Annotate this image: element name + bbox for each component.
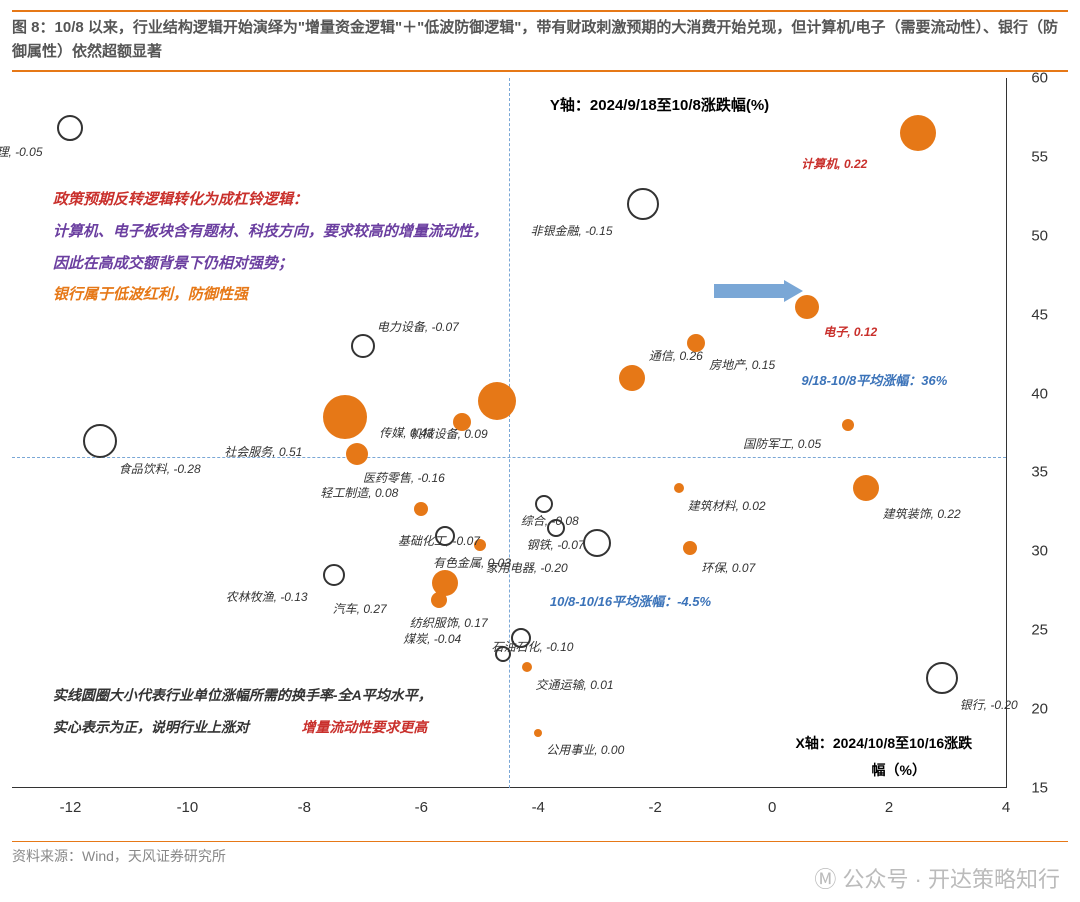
point-label: 美容护理, -0.05: [0, 143, 43, 160]
point-label: 食品饮料, -0.28: [119, 460, 201, 477]
point-美容护理: [57, 115, 83, 141]
point-食品饮料: [83, 424, 117, 458]
point-计算机: [900, 115, 936, 151]
point-label: 基础化工, -0.07: [398, 532, 480, 549]
point-建筑装饰: [853, 475, 879, 501]
point-轻工制造: [414, 502, 428, 516]
point-label: 公用事业, 0.00: [546, 741, 624, 758]
point-label: 农林牧渔, -0.13: [226, 588, 308, 605]
annotation: 10/8-10/16平均涨幅：-4.5%: [550, 591, 711, 610]
point-label: 国防军工, 0.05: [743, 435, 821, 452]
annotation: 幅（%）: [872, 760, 926, 780]
annotation: 9/18-10/8平均涨幅：36%: [801, 370, 947, 389]
point-房地产: [687, 334, 705, 352]
y-tick: 40: [1031, 385, 1048, 402]
y-tick: 45: [1031, 306, 1048, 323]
point-农林牧渔: [323, 564, 345, 586]
point-label: 医药零售, -0.16: [363, 469, 445, 486]
x-tick: -2: [649, 799, 662, 816]
y-tick: 60: [1031, 70, 1048, 87]
annotation: 实心表示为正，说明行业上涨对: [53, 717, 249, 737]
arrow-head-icon: [784, 280, 803, 302]
y-tick: 55: [1031, 148, 1048, 165]
point-label: 建筑装饰, 0.22: [883, 505, 961, 522]
annotation: X轴：2024/10/8至10/16涨跌: [796, 733, 973, 753]
x-tick: -6: [415, 799, 428, 816]
point-传媒: [478, 382, 516, 420]
x-tick: -8: [298, 799, 311, 816]
point-label: 交通运输, 0.01: [536, 676, 614, 693]
title-rule: [12, 70, 1068, 72]
x-tick: -12: [60, 799, 82, 816]
point-label: 石油石化, -0.10: [491, 638, 573, 655]
annotation: 银行属于低波红利，防御性强: [53, 283, 248, 304]
point-label: 煤炭, -0.04: [403, 630, 461, 647]
point-label: 房地产, 0.15: [709, 356, 775, 373]
top-rule: [12, 10, 1068, 12]
point-label: 综合, -0.08: [521, 512, 579, 529]
point-label: 电子, 0.12: [823, 323, 877, 340]
figure-title: 图 8：10/8 以来，行业结构逻辑开始演绎为"增量资金逻辑"＋"低波防御逻辑"…: [12, 16, 1068, 64]
annotation: Y轴：2024/9/18至10/8涨跌幅(%): [550, 94, 769, 115]
y-tick: 25: [1031, 622, 1048, 639]
bottom-rule: [12, 841, 1068, 842]
point-label: 建筑材料, 0.02: [688, 497, 766, 514]
annotation: 政策预期反转逻辑转化为成杠铃逻辑：: [53, 188, 308, 209]
arrow-icon: [714, 284, 784, 298]
point-非银金融: [627, 188, 659, 220]
source-text: 资料来源：Wind，天风证券研究所: [12, 846, 226, 866]
x-tick: 0: [768, 799, 776, 816]
x-tick: -10: [177, 799, 199, 816]
point-label: 银行, -0.20: [960, 696, 1018, 713]
y-tick: 15: [1031, 780, 1048, 797]
point-通信: [619, 365, 645, 391]
point-label: 环保, 0.07: [701, 559, 755, 576]
annotation: 实线圆圈大小代表行业单位涨幅所需的换手率-全A平均水平，: [53, 685, 432, 705]
annotation: 因此在高成交额背景下仍相对强势；: [53, 252, 293, 273]
point-社会服务: [323, 395, 367, 439]
point-电力设备: [351, 334, 375, 358]
point-label: 电力设备, -0.07: [377, 318, 459, 335]
point-label: 计算机, 0.22: [801, 155, 867, 172]
y-tick: 30: [1031, 543, 1048, 560]
x-tick: 2: [885, 799, 893, 816]
point-label: 非银金融, -0.15: [530, 222, 612, 239]
point-label: 机械设备, 0.09: [410, 425, 488, 442]
point-银行: [926, 662, 958, 694]
point-label: 社会服务, 0.51: [224, 443, 302, 460]
y-tick: 50: [1031, 227, 1048, 244]
point-家用电器: [583, 529, 611, 557]
point-label: 钢铁, -0.07: [527, 536, 585, 553]
point-建筑材料: [674, 483, 684, 493]
point-医药零售: [346, 443, 368, 465]
y-tick: 20: [1031, 701, 1048, 718]
x-tick: 4: [1002, 799, 1010, 816]
y-tick: 35: [1031, 464, 1048, 481]
annotation: 计算机、电子板块含有题材、科技方向，要求较高的增量流动性，: [53, 220, 488, 241]
x-tick: -4: [532, 799, 545, 816]
point-环保: [683, 541, 697, 555]
point-label: 有色金属, 0.03: [433, 554, 511, 571]
annotation: 增量流动性要求更高: [301, 717, 427, 737]
point-国防军工: [842, 419, 854, 431]
point-label: 汽车, 0.27: [333, 600, 387, 617]
watermark: Ⓜ 公众号 · 开达策略知行: [814, 862, 1060, 894]
point-纺织服饰: [431, 592, 447, 608]
point-label: 纺织服饰, 0.17: [410, 614, 488, 631]
scatter-chart: 15202530354045505560-12-10-8-6-4-2024美容护…: [12, 78, 1068, 816]
point-交通运输: [522, 662, 532, 672]
point-综合: [535, 495, 553, 513]
point-公用事业: [534, 729, 542, 737]
